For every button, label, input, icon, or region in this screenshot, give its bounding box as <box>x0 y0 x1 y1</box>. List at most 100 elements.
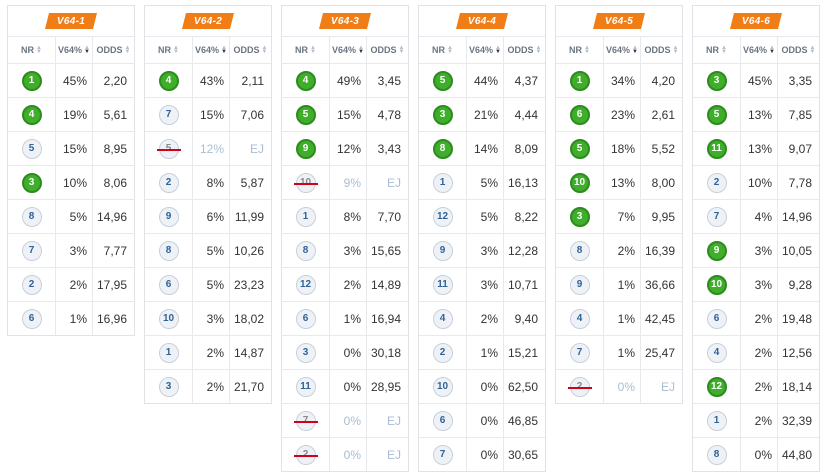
horse-row[interactable]: 7 0% EJ <box>282 404 408 438</box>
sort-arrows-icon[interactable]: ▲ ▼ <box>261 45 268 55</box>
horse-number-badge[interactable]: 3 <box>706 70 727 91</box>
horse-row[interactable]: 1 8% 7,70 <box>282 200 408 234</box>
horse-row[interactable]: 10 3% 9,28 <box>693 268 819 302</box>
sort-pct-header[interactable]: V64% ▲ ▼ <box>330 37 367 63</box>
horse-number-badge[interactable]: 12 <box>706 376 727 397</box>
horse-number-badge[interactable]: 5 <box>569 138 590 159</box>
horse-row[interactable]: 8 3% 15,65 <box>282 234 408 268</box>
sort-nr-header[interactable]: NR ▲ ▼ <box>145 37 193 63</box>
horse-number-badge[interactable]: 8 <box>158 240 179 261</box>
sort-arrows-icon[interactable]: ▲ ▼ <box>495 45 501 55</box>
horse-row[interactable]: 9 12% 3,43 <box>282 132 408 166</box>
horse-row[interactable]: 6 0% 46,85 <box>419 404 545 438</box>
horse-number-badge[interactable]: 9 <box>295 138 316 159</box>
horse-row[interactable]: 12 2% 14,89 <box>282 268 408 302</box>
horse-number-badge[interactable]: 5 <box>706 104 727 125</box>
horse-number-badge[interactable]: 1 <box>158 342 179 363</box>
sort-pct-header[interactable]: V64% ▲ ▼ <box>193 37 230 63</box>
horse-number-badge[interactable]: 4 <box>432 308 453 329</box>
sort-arrows-icon[interactable]: ▲ ▼ <box>124 45 131 55</box>
horse-row[interactable]: 10 0% 62,50 <box>419 370 545 404</box>
sort-nr-header[interactable]: NR ▲ ▼ <box>282 37 330 63</box>
horse-row[interactable]: 7 0% 30,65 <box>419 438 545 471</box>
sort-arrows-icon[interactable]: ▲ ▼ <box>809 45 816 55</box>
horse-number-badge[interactable]: 2 <box>706 172 727 193</box>
horse-number-badge[interactable]: 4 <box>21 104 42 125</box>
horse-number-badge[interactable]: 11 <box>295 376 316 397</box>
horse-number-badge[interactable]: 10 <box>432 376 453 397</box>
horse-row[interactable]: 5 15% 8,95 <box>8 132 134 166</box>
horse-row[interactable]: 2 1% 15,21 <box>419 336 545 370</box>
horse-row[interactable]: 5 44% 4,37 <box>419 64 545 98</box>
horse-number-badge[interactable]: 4 <box>706 342 727 363</box>
sort-nr-header[interactable]: NR ▲ ▼ <box>8 37 56 63</box>
race-title-tag[interactable]: V64-6 <box>729 13 783 29</box>
horse-number-badge[interactable]: 12 <box>295 274 316 295</box>
horse-row[interactable]: 4 43% 2,11 <box>145 64 271 98</box>
horse-number-badge[interactable]: 9 <box>569 274 590 295</box>
horse-number-badge[interactable]: 9 <box>158 206 179 227</box>
horse-number-badge[interactable]: 3 <box>295 342 316 363</box>
horse-row[interactable]: 5 12% EJ <box>145 132 271 166</box>
horse-row[interactable]: 3 2% 21,70 <box>145 370 271 403</box>
horse-row[interactable]: 7 3% 7,77 <box>8 234 134 268</box>
horse-row[interactable]: 2 0% EJ <box>282 438 408 471</box>
sort-arrows-icon[interactable]: ▲ ▼ <box>358 45 364 55</box>
horse-row[interactable]: 9 1% 36,66 <box>556 268 682 302</box>
horse-row[interactable]: 9 3% 12,28 <box>419 234 545 268</box>
horse-number-badge[interactable]: 6 <box>295 308 316 329</box>
horse-row[interactable]: 8 5% 14,96 <box>8 200 134 234</box>
sort-arrows-icon[interactable]: ▲ ▼ <box>447 45 453 55</box>
horse-row[interactable]: 3 10% 8,06 <box>8 166 134 200</box>
horse-row[interactable]: 7 15% 7,06 <box>145 98 271 132</box>
sort-arrows-icon[interactable]: ▲ ▼ <box>584 45 590 55</box>
sort-arrows-icon[interactable]: ▲ ▼ <box>535 45 542 55</box>
horse-number-badge[interactable]: 7 <box>158 104 179 125</box>
sort-odds-header[interactable]: ODDS ▲ ▼ <box>504 37 545 63</box>
horse-number-badge[interactable]: 2 <box>567 376 592 397</box>
horse-number-badge[interactable]: 3 <box>158 376 179 397</box>
horse-number-badge[interactable]: 2 <box>158 172 179 193</box>
horse-row[interactable]: 10 13% 8,00 <box>556 166 682 200</box>
horse-row[interactable]: 1 2% 32,39 <box>693 404 819 438</box>
horse-number-badge[interactable]: 11 <box>432 274 453 295</box>
horse-number-badge[interactable]: 4 <box>158 70 179 91</box>
race-title-tag[interactable]: V64-4 <box>455 13 509 29</box>
horse-row[interactable]: 4 2% 9,40 <box>419 302 545 336</box>
horse-row[interactable]: 7 4% 14,96 <box>693 200 819 234</box>
horse-number-badge[interactable]: 8 <box>295 240 316 261</box>
race-title-tag[interactable]: V64-1 <box>44 13 98 29</box>
horse-row[interactable]: 11 3% 10,71 <box>419 268 545 302</box>
horse-row[interactable]: 3 0% 30,18 <box>282 336 408 370</box>
horse-number-badge[interactable]: 1 <box>21 70 42 91</box>
horse-row[interactable]: 4 49% 3,45 <box>282 64 408 98</box>
sort-nr-header[interactable]: NR ▲ ▼ <box>693 37 741 63</box>
horse-number-badge[interactable]: 2 <box>432 342 453 363</box>
horse-row[interactable]: 5 15% 4,78 <box>282 98 408 132</box>
horse-row[interactable]: 11 13% 9,07 <box>693 132 819 166</box>
horse-row[interactable]: 6 1% 16,96 <box>8 302 134 335</box>
horse-row[interactable]: 3 21% 4,44 <box>419 98 545 132</box>
sort-odds-header[interactable]: ODDS ▲ ▼ <box>367 37 408 63</box>
horse-number-badge[interactable]: 11 <box>706 138 727 159</box>
horse-row[interactable]: 10 9% EJ <box>282 166 408 200</box>
horse-number-badge[interactable]: 8 <box>569 240 590 261</box>
sort-arrows-icon[interactable]: ▲ ▼ <box>632 45 638 55</box>
sort-arrows-icon[interactable]: ▲ ▼ <box>310 45 316 55</box>
horse-number-badge[interactable]: 3 <box>432 104 453 125</box>
sort-nr-header[interactable]: NR ▲ ▼ <box>419 37 467 63</box>
horse-row[interactable]: 7 1% 25,47 <box>556 336 682 370</box>
horse-number-badge[interactable]: 6 <box>21 308 42 329</box>
horse-number-badge[interactable]: 1 <box>706 410 727 431</box>
sort-arrows-icon[interactable]: ▲ ▼ <box>84 45 90 55</box>
horse-row[interactable]: 2 2% 17,95 <box>8 268 134 302</box>
horse-number-badge[interactable]: 8 <box>432 138 453 159</box>
horse-number-badge[interactable]: 10 <box>158 308 179 329</box>
horse-row[interactable]: 9 3% 10,05 <box>693 234 819 268</box>
sort-pct-header[interactable]: V64% ▲ ▼ <box>467 37 504 63</box>
horse-number-badge[interactable]: 7 <box>21 240 42 261</box>
horse-row[interactable]: 12 2% 18,14 <box>693 370 819 404</box>
horse-number-badge[interactable]: 7 <box>569 342 590 363</box>
horse-number-badge[interactable]: 7 <box>706 206 727 227</box>
horse-row[interactable]: 2 10% 7,78 <box>693 166 819 200</box>
